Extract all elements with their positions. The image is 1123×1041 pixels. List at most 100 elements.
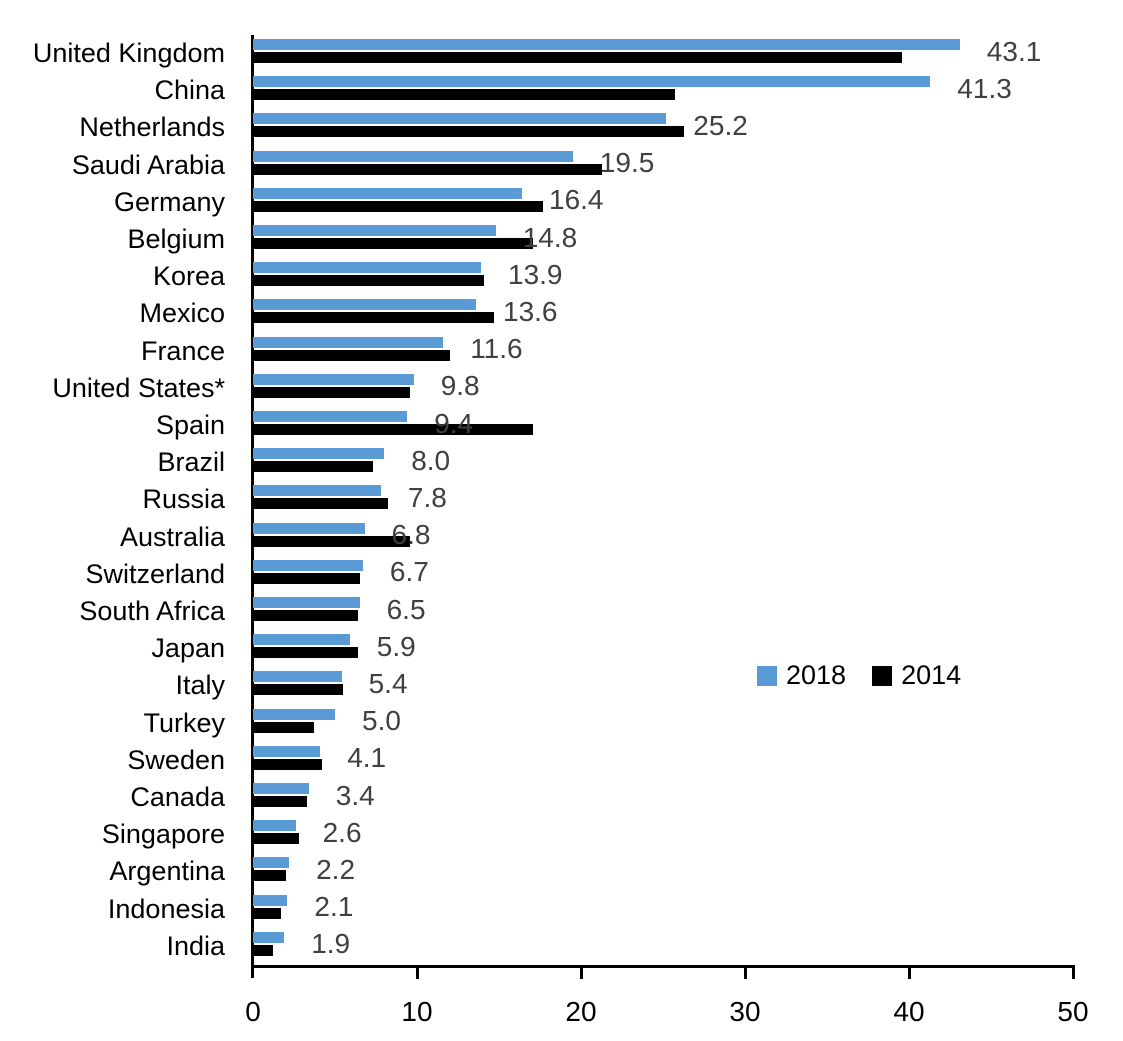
legend: 2018 2014 [757, 660, 961, 691]
category-label-mexico: Mexico [139, 298, 225, 329]
bar-2018-united-states [253, 373, 414, 385]
category-label-saudi-arabia: Saudi Arabia [71, 149, 225, 180]
bar-2014-turkey [253, 721, 314, 733]
value-label-italy: 5.4 [368, 667, 408, 699]
legend-swatch-2018-icon [757, 665, 777, 686]
legend-swatch-2014-icon [872, 665, 893, 686]
value-label-korea: 13.9 [508, 258, 563, 290]
bar-2018-turkey [253, 708, 335, 720]
x-tick-label-40: 40 [893, 996, 925, 1027]
value-label-spain: 9.4 [434, 407, 474, 439]
value-label-russia: 7.8 [407, 481, 447, 513]
bar-2018-canada [253, 783, 309, 794]
category-label-belgium: Belgium [127, 224, 225, 255]
x-tick-label-0: 0 [245, 996, 261, 1027]
value-label-china: 41.3 [957, 72, 1012, 104]
bar-2014-spain [253, 424, 534, 435]
bar-2018-united-kingdom [253, 39, 960, 50]
value-label-canada: 3.4 [335, 779, 375, 811]
bar-2014-germany [253, 200, 544, 212]
category-label-japan: Japan [151, 633, 225, 664]
category-label-russia: Russia [142, 484, 225, 515]
category-label-south-africa: South Africa [79, 596, 225, 627]
value-label-belgium: 14.8 [522, 221, 578, 253]
x-tick-40 [907, 968, 911, 979]
bar-2018-japan [253, 634, 350, 646]
value-label-saudi-arabia: 19.5 [599, 147, 655, 179]
category-label-australia: Australia [119, 521, 225, 552]
bar-2018-spain [253, 411, 408, 422]
legend-item-2018: 2018 [757, 660, 846, 691]
value-label-australia: 6.8 [391, 519, 431, 551]
x-tick-label-50: 50 [1057, 996, 1089, 1027]
legend-label-2018: 2018 [786, 660, 847, 690]
bar-2018-brazil [253, 448, 385, 460]
bar-2014-russia [253, 498, 388, 510]
category-label-france: France [140, 335, 225, 366]
category-label-italy: Italy [175, 670, 225, 701]
bar-2014-belgium [253, 238, 534, 249]
bar-2018-netherlands [253, 113, 667, 125]
value-label-japan: 5.9 [376, 630, 416, 662]
bar-2018-saudi-arabia [253, 150, 573, 162]
x-tick-label-30: 30 [729, 996, 761, 1027]
bar-2014-korea [253, 275, 485, 287]
bar-2014-indonesia [253, 907, 281, 919]
bar-2018-sweden [253, 745, 321, 757]
value-label-sweden: 4.1 [347, 742, 387, 774]
legend-item-2014: 2014 [872, 660, 961, 691]
category-label-sweden: Sweden [127, 744, 225, 775]
category-label-india: India [166, 930, 225, 961]
value-label-mexico: 13.6 [503, 295, 558, 327]
bar-2014-saudi-arabia [253, 163, 603, 175]
x-tick-10 [415, 968, 419, 979]
value-label-united-states: 9.8 [440, 370, 480, 402]
category-label-korea: Korea [152, 261, 225, 292]
category-label-singapore: Singapore [101, 819, 225, 850]
bar-2018-belgium [253, 225, 496, 236]
bar-2014-australia [253, 535, 411, 547]
value-label-germany: 16.4 [549, 184, 604, 216]
category-label-united-kingdom: United Kingdom [32, 38, 225, 69]
bar-2014-brazil [253, 461, 373, 473]
bar-2014-japan [253, 647, 358, 659]
category-label-netherlands: Netherlands [79, 112, 225, 143]
bar-2018-india [253, 931, 285, 943]
bar-2014-mexico [253, 312, 495, 324]
value-label-singapore: 2.6 [322, 816, 362, 848]
x-axis-line [251, 965, 1075, 968]
x-tick-label-10: 10 [401, 996, 433, 1027]
bar-2018-mexico [253, 299, 476, 311]
category-label-germany: Germany [113, 186, 225, 217]
legend-label-2014: 2014 [901, 660, 962, 690]
category-label-argentina: Argentina [109, 856, 225, 887]
bar-2014-sweden [253, 758, 322, 770]
bar-2014-united-states [253, 386, 411, 398]
bar-2014-switzerland [253, 572, 360, 584]
category-label-brazil: Brazil [157, 447, 225, 478]
bar-2018-indonesia [253, 894, 288, 906]
x-tick-30 [743, 968, 747, 979]
bar-2014-netherlands [253, 126, 685, 138]
value-label-south-africa: 6.5 [386, 593, 426, 625]
bar-2018-russia [253, 485, 381, 497]
category-label-turkey: Turkey [143, 707, 225, 738]
x-tick-label-20: 20 [565, 996, 597, 1027]
value-label-france: 11.6 [470, 333, 523, 365]
value-label-netherlands: 25.2 [693, 109, 748, 141]
bar-2014-italy [253, 684, 344, 696]
bar-2014-argentina [253, 870, 286, 882]
bar-2018-south-africa [253, 597, 360, 608]
bar-2014-canada [253, 796, 308, 807]
category-label-spain: Spain [155, 410, 225, 441]
bar-2018-italy [253, 671, 342, 683]
category-label-china: China [154, 75, 225, 106]
bar-2018-china [253, 76, 931, 88]
bar-2014-france [253, 349, 450, 361]
value-label-turkey: 5.0 [362, 705, 401, 737]
value-label-india: 1.9 [311, 928, 351, 960]
bar-2018-france [253, 336, 444, 348]
category-label-canada: Canada [130, 782, 225, 813]
category-label-indonesia: Indonesia [107, 893, 225, 924]
